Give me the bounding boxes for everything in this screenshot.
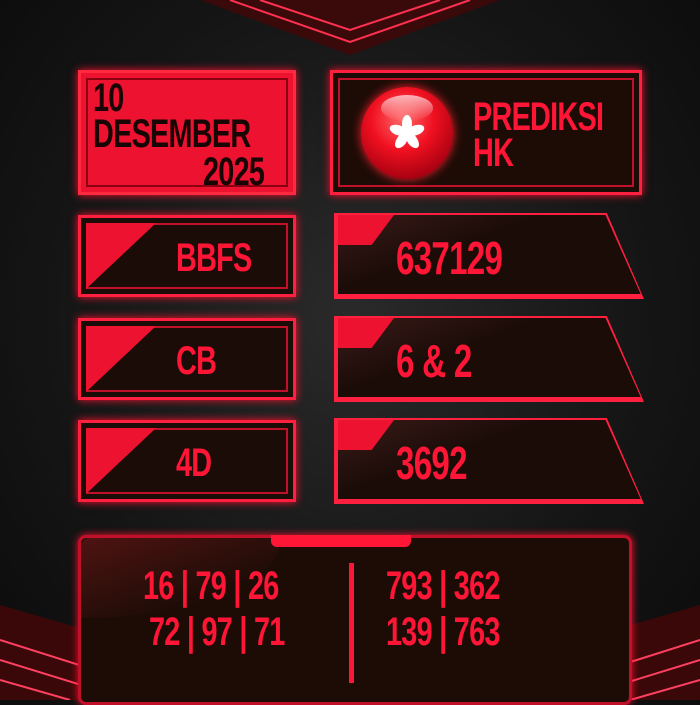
divider [349, 563, 354, 683]
date-year: 2025 [203, 150, 265, 194]
bottom-panel: 16 | 79 | 26 72 | 97 | 71 793 | 362 139 … [78, 535, 632, 705]
right-line-1: 793 | 362 [386, 564, 500, 608]
value-4d: 3692 [338, 420, 642, 502]
title-line2: HK [473, 131, 514, 175]
title-panel: PREDIKSI HK [330, 70, 642, 195]
right-line-2: 139 | 763 [386, 610, 500, 654]
label-cb: CB [78, 318, 296, 400]
value-cb: 6 & 2 [338, 318, 642, 400]
date-panel: 10 DESEMBER 2025 [78, 70, 296, 195]
label-bbfs: BBFS [78, 215, 296, 297]
left-line-2: 72 | 97 | 71 [149, 610, 285, 654]
left-line-1: 16 | 79 | 26 [143, 564, 279, 608]
date-day: 10 [93, 76, 124, 120]
label-4d: 4D [78, 420, 296, 502]
date-month: DESEMBER [93, 112, 251, 156]
hong-kong-bauhinia-icon [361, 87, 453, 179]
title-line1: PREDIKSI [473, 95, 604, 139]
value-bbfs: 637129 [338, 215, 642, 297]
